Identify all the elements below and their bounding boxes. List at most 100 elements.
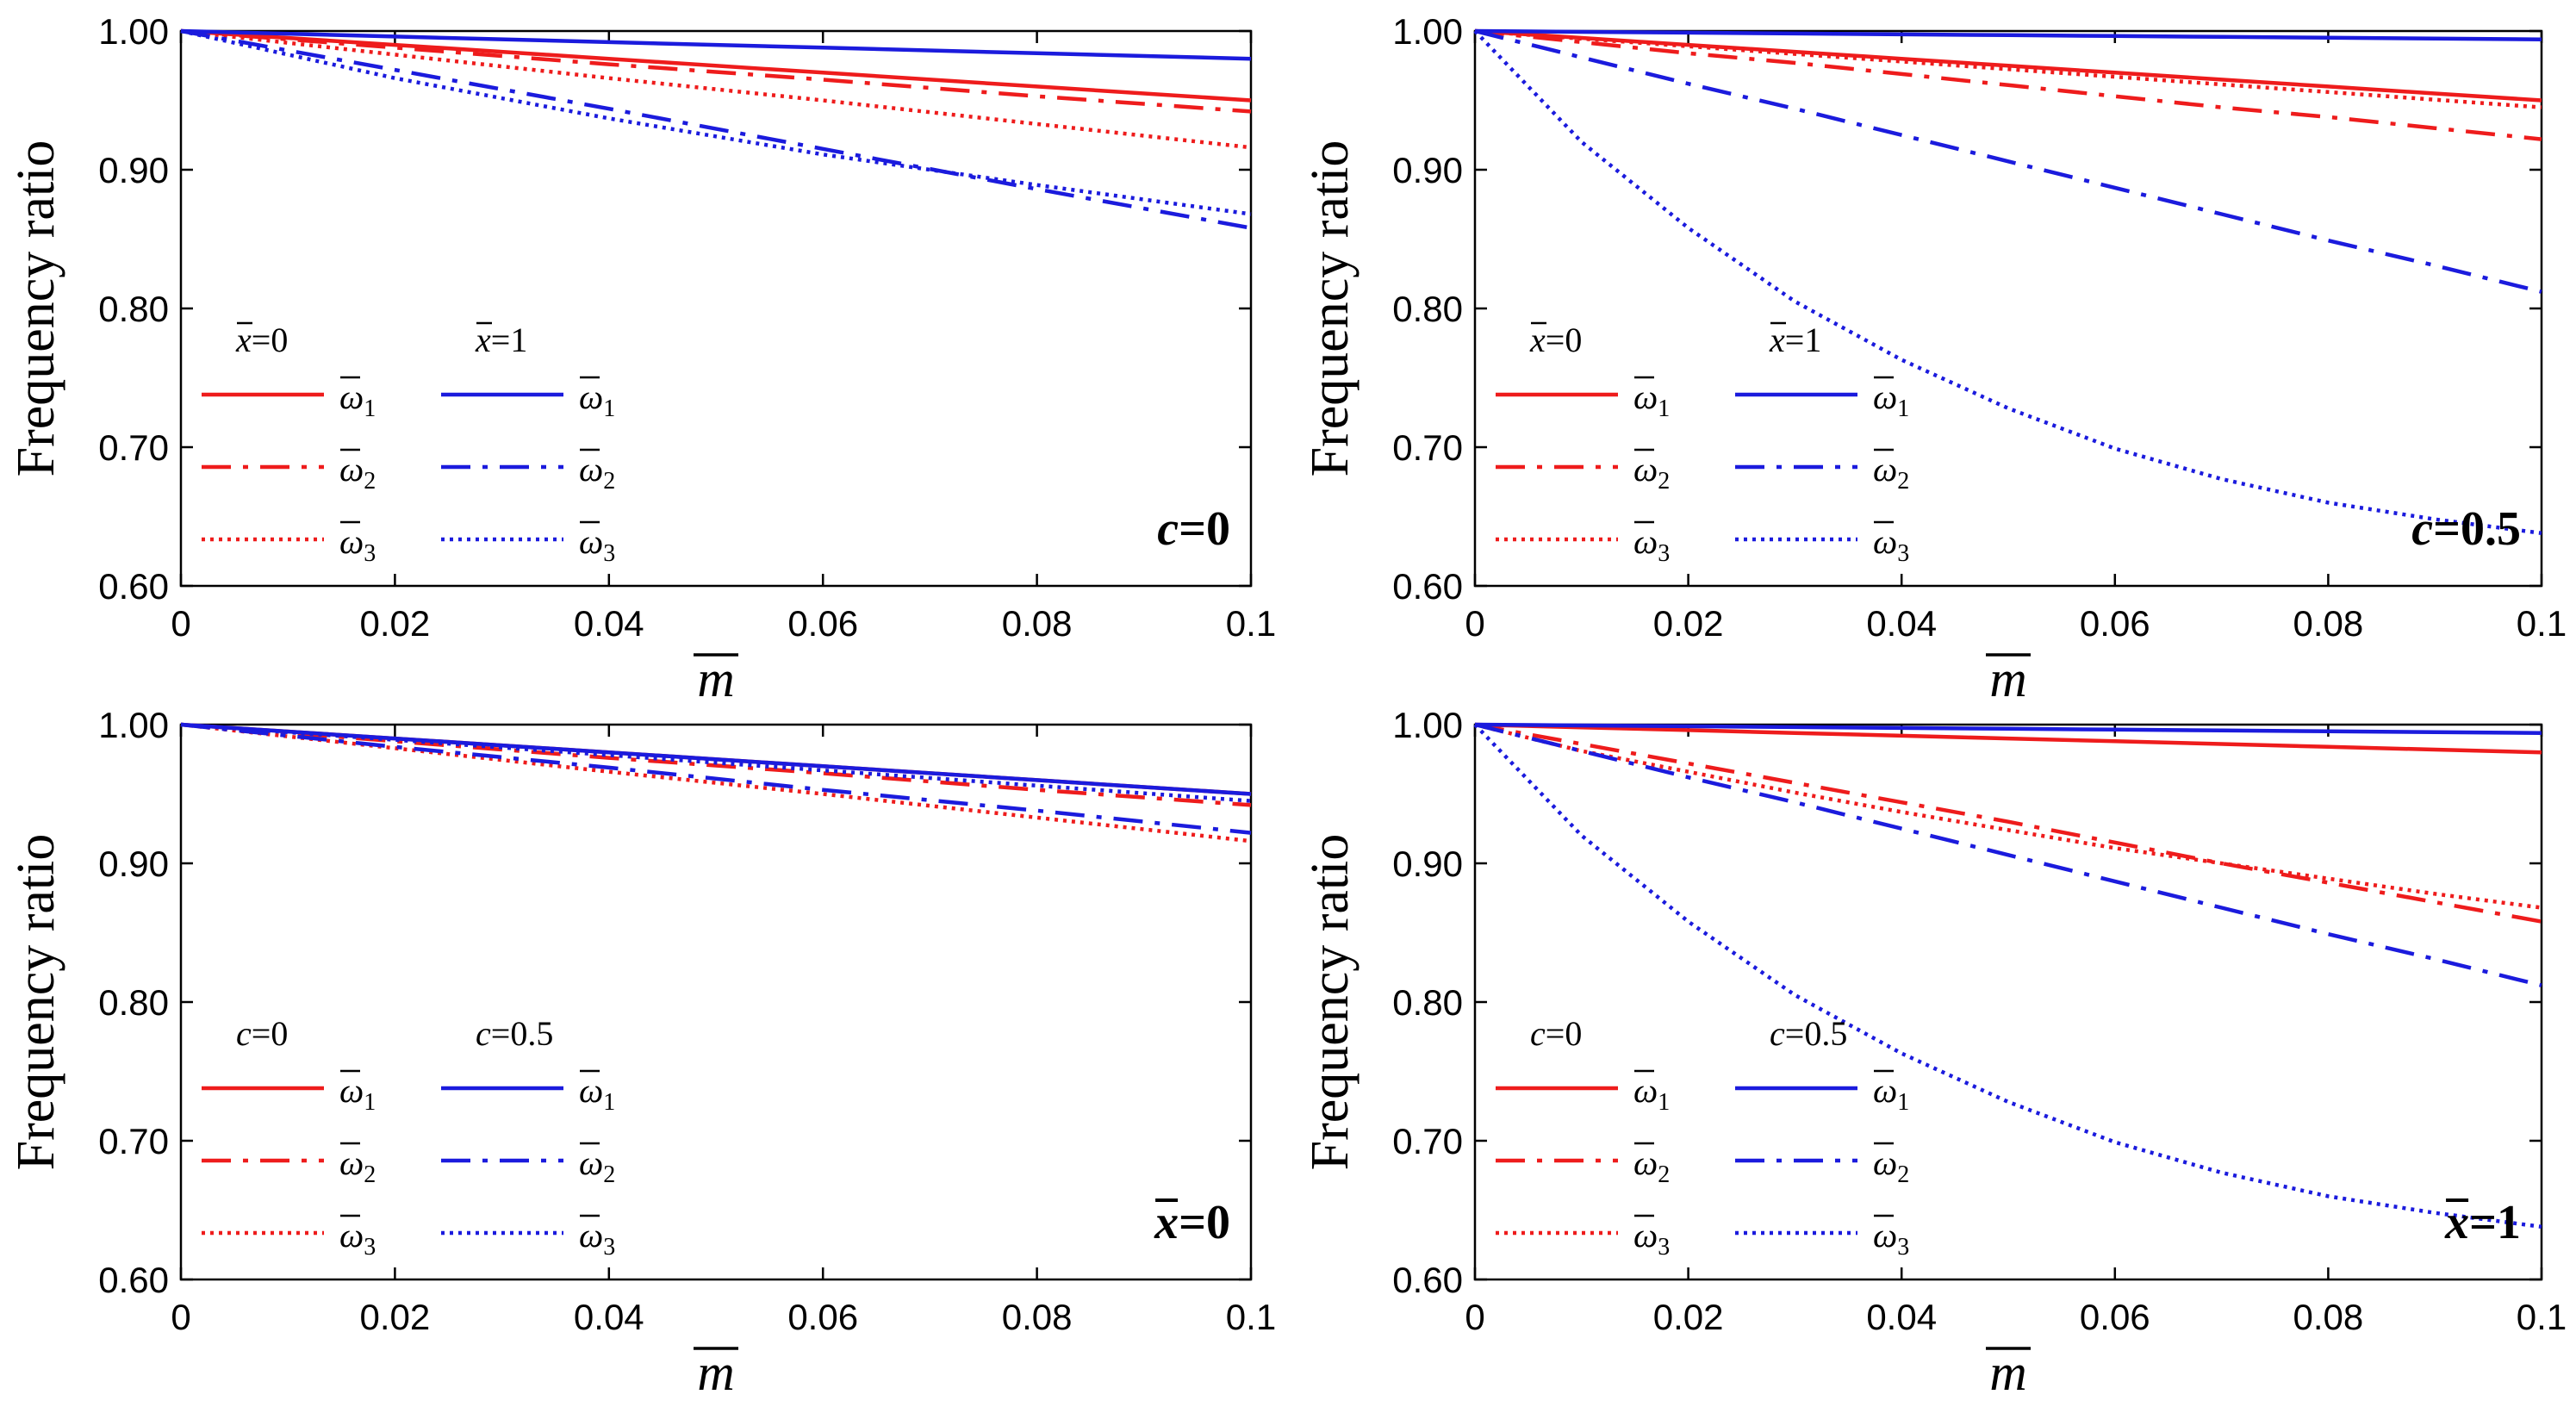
legend-entry-label: ω1 [1633, 1071, 1670, 1116]
x-tick-label: 0.04 [574, 1297, 644, 1337]
plot-frame [179, 723, 1253, 1281]
panel-annotation: x=0 [1154, 1196, 1230, 1249]
y-tick-label: 1.00 [98, 705, 169, 745]
y-axis-label: Frequency ratio [1301, 834, 1360, 1171]
plot-frame [1473, 723, 2543, 1281]
series-line-red-dotted [180, 28, 1252, 150]
y-tick-label: 1.00 [98, 11, 169, 52]
legend-group-title: c=0.5 [476, 1014, 553, 1053]
x-tick-label: 0.1 [2517, 1297, 2567, 1337]
legend-entry-label: ω1 [1633, 377, 1670, 422]
legend-entry-label: ω2 [1873, 450, 1909, 495]
series-line-blue-dashdot [1474, 722, 2542, 987]
legend-entry-label: ω3 [579, 1216, 615, 1261]
series-line-red-solid [1474, 722, 2542, 755]
y-axis-label: Frequency ratio [7, 834, 65, 1171]
chart-panel-4: 0 0.02 0.04 0.06 0.08 0.1 0.60 0.70 0.80 0.90 1.00… [1301, 705, 2567, 1401]
plot-frame [179, 29, 1253, 588]
x-tick-label: 0.08 [1002, 1297, 1073, 1337]
series-line-blue-dashdot [180, 28, 1252, 230]
x-axis-label: m [1989, 651, 2026, 707]
legend-group-title: x=1 [1769, 321, 1821, 359]
legend-entry-label: ω3 [1633, 522, 1670, 567]
y-tick-label: 1.00 [1392, 705, 1463, 745]
legend-group-title: x=0 [1529, 321, 1582, 359]
x-tick-label: 0.06 [787, 1297, 858, 1337]
legend-entry-label: ω3 [1633, 1216, 1670, 1261]
series-line-blue-dotted [180, 28, 1252, 216]
y-tick-label: 0.60 [98, 566, 169, 607]
legend-entry-label: ω1 [339, 1071, 376, 1116]
series-line-blue-solid [180, 28, 1252, 61]
x-axis-label: m [1989, 1344, 2026, 1401]
x-tick-label: 0.08 [2293, 1297, 2364, 1337]
series-line-blue-dashdot [1474, 28, 2542, 294]
y-tick-label: 0.90 [1392, 844, 1463, 884]
legend-entry-label: ω2 [1633, 450, 1670, 495]
panel-annotation: c=0.5 [2411, 502, 2521, 556]
y-axis-label: Frequency ratio [7, 140, 65, 477]
legend-entry-label: ω1 [1873, 1071, 1909, 1116]
x-tick-label: 0.04 [1866, 1297, 1937, 1337]
chart-panel-2: 0 0.02 0.04 0.06 0.08 0.1 0.60 0.70 0.80 0.90 1.00… [1301, 11, 2567, 707]
y-tick-label: 0.90 [98, 844, 169, 884]
x-tick-label: 0.02 [1653, 603, 1724, 644]
legend-entry-label: ω2 [1873, 1143, 1909, 1188]
x-tick-label: 0 [1465, 1297, 1484, 1337]
series-line-blue-dotted [180, 722, 1252, 803]
series-line-blue-solid [1474, 28, 2542, 41]
y-tick-label: 0.60 [98, 1260, 169, 1300]
x-tick-label: 0.08 [2293, 603, 2364, 644]
x-tick-label: 0 [171, 603, 190, 644]
legend-entry-label: ω2 [579, 450, 615, 495]
x-axis-label: m [697, 651, 734, 707]
y-tick-label: 0.80 [1392, 289, 1463, 329]
chart-panel-1: 0 0.02 0.04 0.06 0.08 0.1 0.60 0.70 0.80 0.90 1.00… [7, 11, 1276, 707]
y-tick-label: 0.70 [98, 1121, 169, 1161]
legend-entry-label: ω1 [579, 1071, 615, 1116]
x-tick-label: 0.04 [1866, 603, 1937, 644]
x-tick-label: 0.1 [2517, 603, 2567, 644]
series-line-red-dashdot [1474, 722, 2542, 924]
panel-annotation: c=0 [1157, 502, 1230, 556]
series-line-red-dotted [180, 722, 1252, 844]
x-tick-label: 0.08 [1002, 603, 1073, 644]
legend-entry-label: ω2 [339, 1143, 376, 1188]
x-tick-label: 0 [1465, 603, 1484, 644]
y-tick-label: 0.80 [98, 289, 169, 329]
y-tick-label: 0.80 [1392, 982, 1463, 1023]
legend-entry-label: ω3 [1873, 1216, 1909, 1261]
legend-group-title: c=0 [236, 1014, 288, 1053]
legend-entry-label: ω1 [579, 377, 615, 422]
legend-entry-label: ω2 [579, 1143, 615, 1188]
y-axis-label: Frequency ratio [1301, 140, 1360, 477]
y-tick-label: 0.60 [1392, 1260, 1463, 1300]
x-tick-label: 0.06 [787, 603, 858, 644]
series-line-blue-dashdot [180, 722, 1252, 835]
x-tick-label: 0 [171, 1297, 190, 1337]
series-line-blue-solid [180, 722, 1252, 796]
x-tick-label: 0.04 [574, 603, 644, 644]
y-tick-label: 1.00 [1392, 11, 1463, 52]
legend-entry-label: ω3 [339, 522, 376, 567]
y-tick-label: 0.70 [1392, 1121, 1463, 1161]
series-line-red-solid [1474, 28, 2542, 103]
legend-group-title: c=0.5 [1770, 1014, 1847, 1053]
legend-entry-label: ω1 [339, 377, 376, 422]
y-tick-label: 0.80 [98, 982, 169, 1023]
x-tick-label: 0.1 [1226, 1297, 1276, 1337]
series-line-red-solid [180, 28, 1252, 103]
y-tick-label: 0.90 [1392, 150, 1463, 190]
y-tick-label: 0.70 [98, 427, 169, 468]
x-tick-label: 0.1 [1226, 603, 1276, 644]
series-line-red-dotted [1474, 722, 2542, 910]
panel-annotation: x=1 [2444, 1196, 2521, 1249]
legend-entry-label: ω1 [1873, 377, 1909, 422]
series-line-red-dotted [1474, 28, 2542, 109]
series-line-blue-solid [1474, 722, 2542, 735]
legend-entry-label: ω3 [1873, 522, 1909, 567]
y-tick-label: 0.60 [1392, 566, 1463, 607]
legend-entry-label: ω3 [579, 522, 615, 567]
legend-group-title: x=0 [235, 321, 288, 359]
x-tick-label: 0.06 [2080, 1297, 2150, 1337]
